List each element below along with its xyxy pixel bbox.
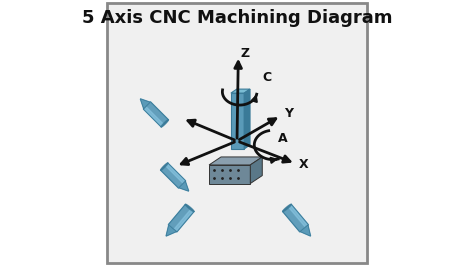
Polygon shape xyxy=(166,225,176,236)
Text: Y: Y xyxy=(284,107,293,120)
Polygon shape xyxy=(179,181,189,191)
Polygon shape xyxy=(209,157,262,165)
Polygon shape xyxy=(140,99,150,109)
Polygon shape xyxy=(283,204,309,232)
Polygon shape xyxy=(185,204,194,211)
Text: 5 Axis CNC Machining Diagram: 5 Axis CNC Machining Diagram xyxy=(82,9,392,27)
Polygon shape xyxy=(250,157,262,184)
Polygon shape xyxy=(174,209,193,231)
Polygon shape xyxy=(161,163,186,188)
Polygon shape xyxy=(244,89,250,149)
Polygon shape xyxy=(283,204,292,211)
Polygon shape xyxy=(161,163,168,170)
Text: X: X xyxy=(299,158,309,171)
Text: C: C xyxy=(262,71,272,84)
Polygon shape xyxy=(231,93,244,149)
Polygon shape xyxy=(209,165,250,184)
Polygon shape xyxy=(231,89,250,93)
Polygon shape xyxy=(168,204,194,232)
Polygon shape xyxy=(300,225,310,236)
FancyBboxPatch shape xyxy=(107,3,367,263)
Polygon shape xyxy=(165,164,185,184)
Polygon shape xyxy=(161,120,168,127)
Polygon shape xyxy=(143,102,168,127)
Polygon shape xyxy=(144,106,164,126)
Polygon shape xyxy=(288,205,308,227)
Text: Z: Z xyxy=(241,47,250,60)
Text: A: A xyxy=(278,131,288,144)
